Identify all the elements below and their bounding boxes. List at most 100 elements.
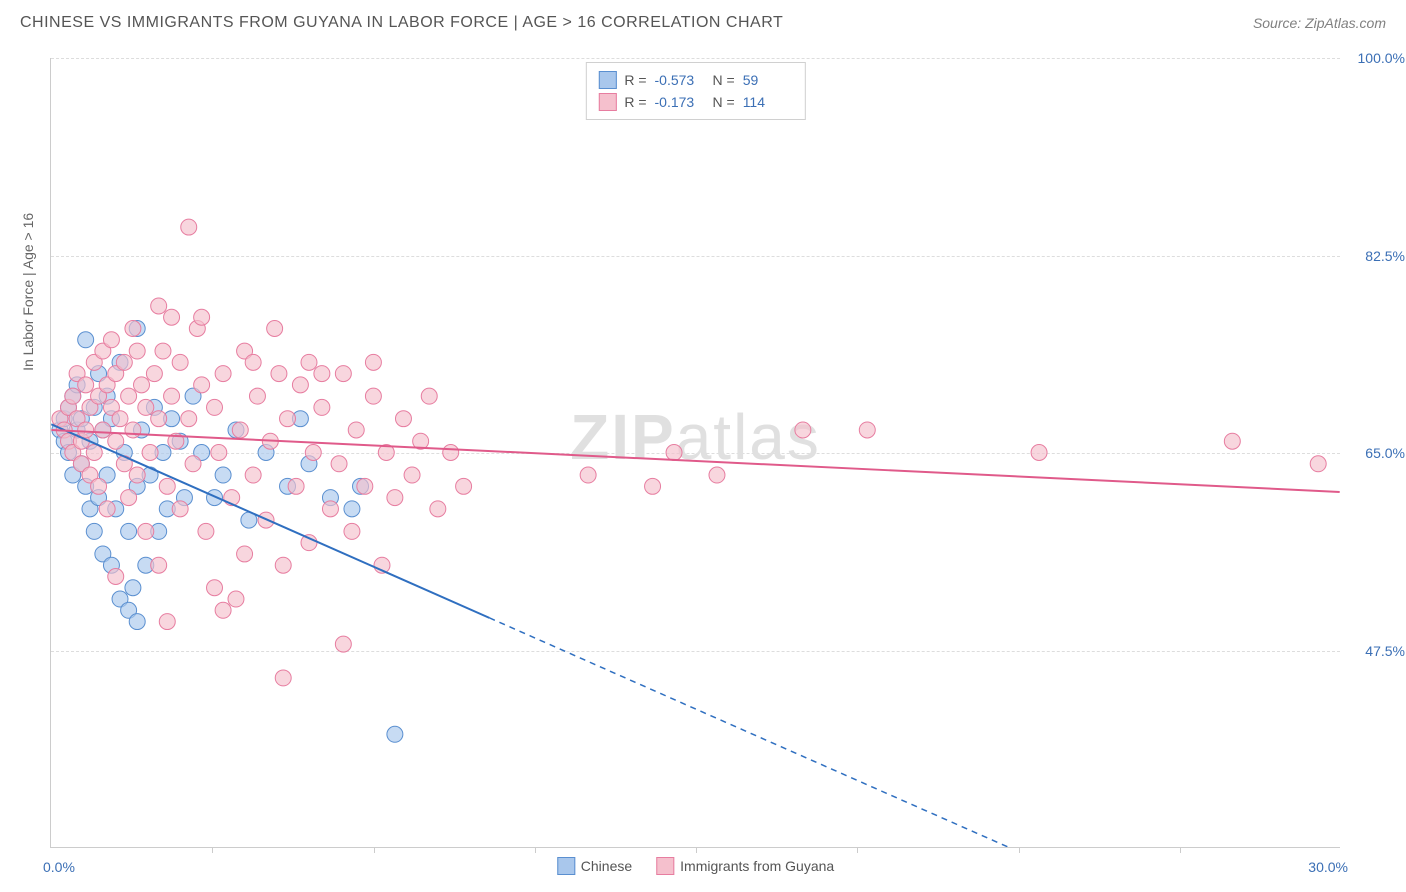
data-point [172,354,188,370]
data-point [125,422,141,438]
data-point [78,422,94,438]
data-point [292,377,308,393]
n-label: N = [713,94,735,110]
trend-line-extrapolated [489,618,1008,847]
data-point [275,670,291,686]
data-point [78,377,94,393]
data-point [194,309,210,325]
trend-line [51,430,1339,492]
data-point [112,411,128,427]
data-point [155,343,171,359]
data-point [228,591,244,607]
data-point [151,557,167,573]
data-point [164,309,180,325]
data-point [580,467,596,483]
data-point [365,354,381,370]
legend-stat-row: R =-0.573N =59 [598,69,792,91]
data-point [159,478,175,494]
data-point [1031,445,1047,461]
legend-series-item: Chinese [557,857,632,875]
data-point [348,422,364,438]
data-point [207,490,223,506]
data-point [645,478,661,494]
data-point [138,399,154,415]
data-point [86,445,102,461]
data-point [387,726,403,742]
data-point [421,388,437,404]
data-point [151,411,167,427]
data-point [129,614,145,630]
data-point [138,523,154,539]
data-point [709,467,725,483]
data-point [121,523,137,539]
legend-swatch [598,93,616,111]
data-point [215,366,231,382]
data-point [288,478,304,494]
data-point [108,433,124,449]
data-point [125,580,141,596]
r-label: R = [624,72,646,88]
correlation-legend: R = -0.573 N = 59 R = -0.173 N = 114 [585,62,805,120]
data-point [245,354,261,370]
x-tick [696,847,697,853]
data-point [129,343,145,359]
data-point [103,332,119,348]
data-point [249,388,265,404]
data-point [331,456,347,472]
data-point [164,388,180,404]
data-point [314,366,330,382]
data-point [430,501,446,517]
data-point [275,557,291,573]
data-point [305,445,321,461]
r-value: -0.173 [655,94,705,110]
data-point [322,501,338,517]
data-point [365,388,381,404]
data-point [142,445,158,461]
data-point [344,501,360,517]
data-point [1224,433,1240,449]
legend-series-label: Immigrants from Guyana [680,858,834,874]
data-point [116,354,132,370]
legend-swatch [598,71,616,89]
x-tick [1019,847,1020,853]
data-point [1310,456,1326,472]
y-tick-label: 82.5% [1365,248,1405,264]
data-point [207,399,223,415]
data-point [237,546,253,562]
data-point [95,422,111,438]
x-tick [1180,847,1181,853]
data-point [129,467,145,483]
data-point [314,399,330,415]
data-point [108,568,124,584]
x-tick [535,847,536,853]
chart-plot-area: ZIPatlas 100.0%82.5%65.0%47.5% R =-0.573… [50,58,1340,848]
y-tick-label: 100.0% [1358,50,1405,66]
data-point [134,377,150,393]
data-point [456,478,472,494]
x-tick [857,847,858,853]
data-point [271,366,287,382]
data-point [91,478,107,494]
data-point [194,377,210,393]
data-point [146,366,162,382]
data-point [344,523,360,539]
r-label: R = [624,94,646,110]
chart-title: CHINESE VS IMMIGRANTS FROM GUYANA IN LAB… [20,14,783,32]
series-legend: Chinese Immigrants from Guyana [557,857,834,875]
y-axis-title: In Labor Force | Age > 16 [20,213,36,371]
data-point [86,523,102,539]
y-tick-label: 47.5% [1365,643,1405,659]
data-point [387,490,403,506]
data-point [207,580,223,596]
data-point [245,467,261,483]
legend-stat-row: R = -0.173 N = 114 [598,91,792,113]
scatter-plot-svg [51,58,1340,847]
r-value: -0.573 [655,72,705,88]
data-point [335,366,351,382]
data-point [159,614,175,630]
n-value: 59 [743,72,793,88]
data-point [99,501,115,517]
n-value: 114 [743,94,793,110]
legend-series-item: Immigrants from Guyana [656,857,834,875]
data-point [795,422,811,438]
